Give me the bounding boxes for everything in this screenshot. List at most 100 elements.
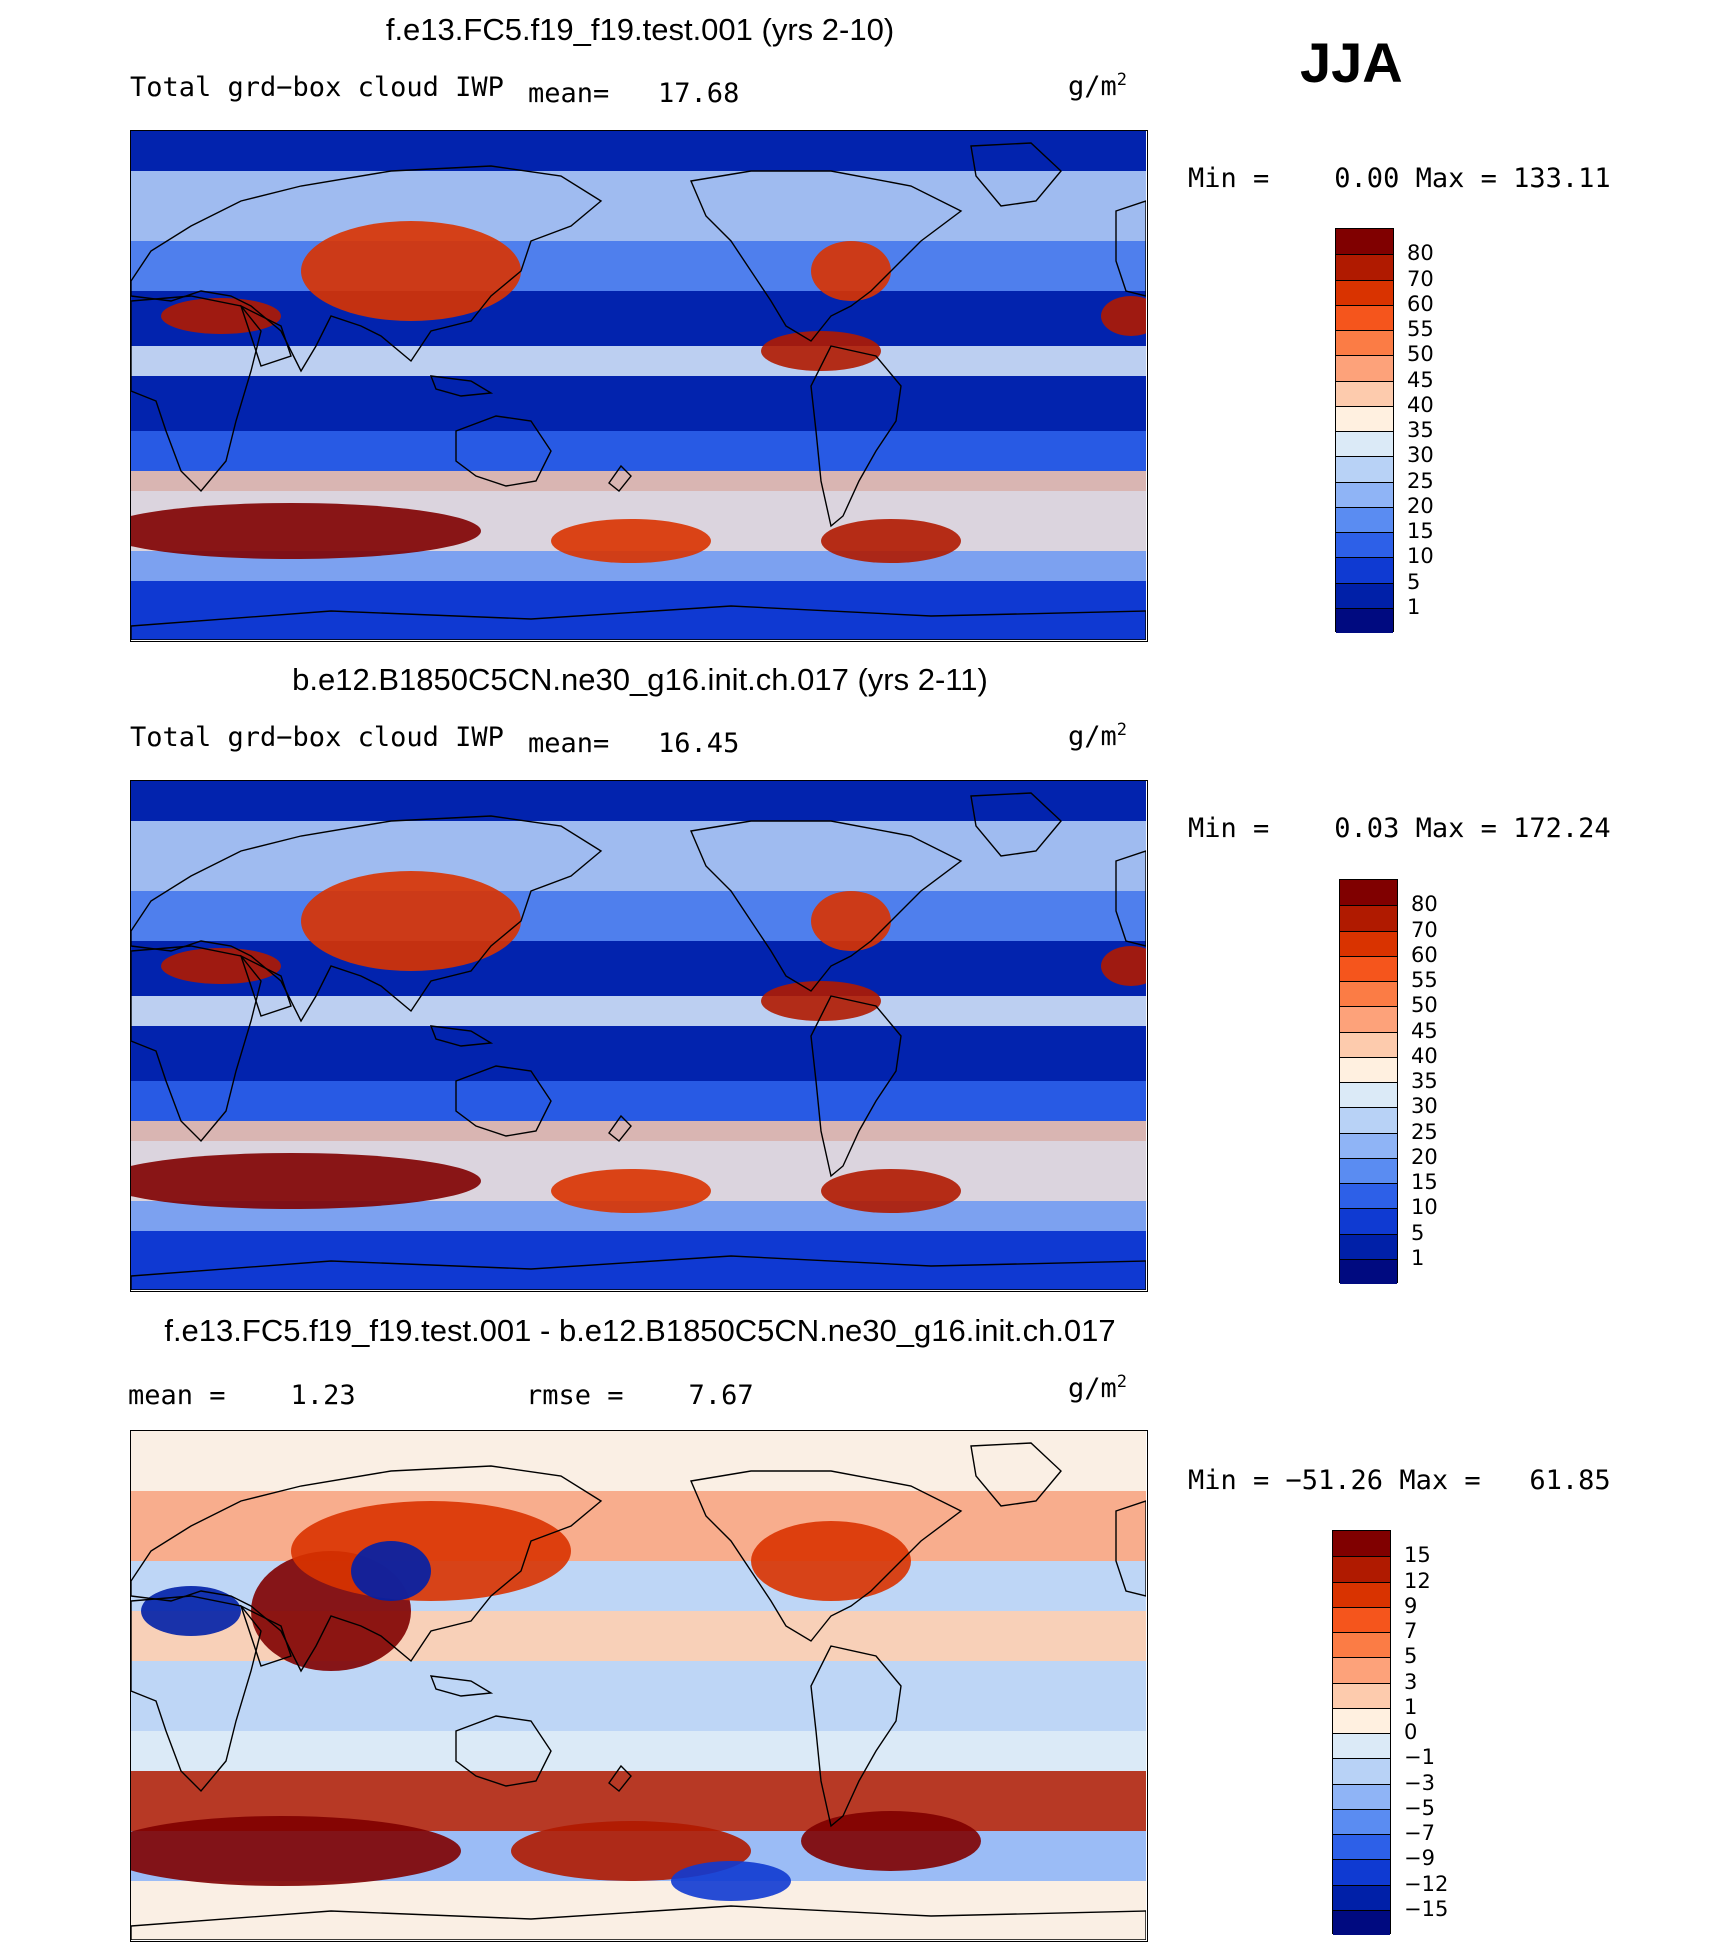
colorbar-segment (1336, 607, 1393, 633)
colorbar-tick-label: 20 (1411, 1144, 1438, 1169)
field-feature (551, 1169, 711, 1213)
panel-1-units-exponent: 2 (1116, 70, 1128, 90)
field-band (131, 891, 1146, 941)
colorbar-segment (1336, 380, 1393, 406)
season-label: JJA (1300, 31, 1403, 94)
colorbar-segment (1340, 1056, 1397, 1082)
panel-2-units-exponent: 2 (1116, 720, 1128, 740)
colorbar-tick-label: 3 (1404, 1669, 1418, 1694)
field-band (131, 1431, 1146, 1491)
field-band (131, 376, 1146, 431)
field-band (131, 291, 1146, 346)
coastline (131, 1255, 1146, 1290)
colorbar-segment (1340, 930, 1397, 956)
colorbar-segment (1333, 1733, 1390, 1759)
panel-1-map (130, 130, 1148, 642)
field-feature (131, 503, 481, 559)
coastline (239, 954, 292, 1017)
colorbar-tick-label: 10 (1407, 544, 1434, 569)
coastline (131, 1465, 603, 1673)
panel-1-title: f.e13.FC5.f19_f19.test.001 (yrs 2-10) (385, 12, 895, 47)
colorbar-segment (1333, 1758, 1390, 1784)
field-band (131, 1121, 1146, 1141)
field-band (131, 781, 1146, 821)
field-feature (351, 1541, 431, 1601)
colorbar-tick-label: 35 (1411, 1069, 1438, 1093)
field-feature (821, 519, 961, 563)
colorbar-segment (1333, 1909, 1390, 1935)
colorbar-segment (1336, 506, 1393, 532)
panel-2-colorbar (1339, 879, 1398, 1284)
colorbar-segment (1336, 456, 1393, 482)
coastline (455, 1715, 552, 1787)
field-feature (821, 1169, 961, 1213)
colorbar-segment (1340, 1132, 1397, 1158)
coastline (810, 345, 902, 528)
colorbar-tick-label: 25 (1411, 1119, 1438, 1144)
field-feature (511, 1821, 751, 1881)
colorbar-segment (1333, 1682, 1390, 1708)
coastline (131, 1905, 1146, 1940)
field-feature (161, 298, 281, 334)
coastline (690, 170, 963, 342)
field-band (131, 1731, 1146, 1771)
colorbar-segment (1333, 1632, 1390, 1658)
field-feature (131, 1153, 481, 1209)
field-feature (811, 891, 891, 951)
colorbar-tick-label: 25 (1407, 468, 1434, 493)
coastline (690, 1470, 963, 1642)
colorbar-tick-label: 0 (1404, 1720, 1418, 1744)
field-feature (301, 871, 521, 971)
colorbar-tick-label: 15 (1407, 519, 1434, 543)
coastline (608, 464, 632, 492)
colorbar-segment (1333, 1707, 1390, 1733)
panel-3-minmax: Min = −51.26 Max = 61.85 (1188, 1465, 1611, 1496)
panel-3-units-text: g/m (1068, 1373, 1117, 1404)
colorbar-tick-label: 5 (1404, 1644, 1418, 1669)
colorbar-segment (1333, 1783, 1390, 1809)
coastline (1115, 850, 1146, 947)
colorbar-segment (1336, 557, 1393, 583)
colorbar-tick-label: 35 (1407, 418, 1434, 442)
colorbar-tick-label: 15 (1404, 1543, 1431, 1568)
colorbar-segment (1336, 330, 1393, 356)
coastline (1115, 1500, 1146, 1597)
panel-3-rmse: rmse = 7.67 (526, 1380, 754, 1411)
coastline (429, 1675, 494, 1697)
colorbar-tick-label: 9 (1404, 1593, 1418, 1618)
coastline (608, 1114, 632, 1142)
coastline (131, 815, 603, 1023)
colorbar-tick-label: 45 (1407, 367, 1434, 392)
field-band (131, 131, 1146, 171)
coastline (429, 375, 494, 397)
panel-1-units: g/m2 (1068, 70, 1127, 102)
colorbar-tick-label: −15 (1404, 1896, 1449, 1921)
panel-2-map (130, 780, 1148, 1292)
colorbar-segment (1336, 279, 1393, 305)
panel-2-title: b.e12.B1850C5CN.ne30_g16.init.ch.017 (yr… (292, 662, 988, 697)
coastline (429, 1025, 494, 1047)
panel-1-mean: mean= 17.68 (528, 78, 740, 109)
field-band (131, 941, 1146, 996)
colorbar-tick-label: 30 (1411, 1094, 1438, 1119)
field-band (131, 241, 1146, 291)
colorbar-tick-label: 7 (1404, 1619, 1418, 1643)
colorbar-tick-label: 10 (1411, 1195, 1438, 1220)
colorbar-segment (1340, 1233, 1397, 1259)
field-band (131, 1881, 1146, 1940)
panel-3-mean: mean = 1.23 (128, 1380, 356, 1411)
field-band (131, 1661, 1146, 1731)
panel-2-map-svg (131, 781, 1146, 1290)
colorbar-tick-label: 5 (1407, 569, 1421, 594)
colorbar-tick-label: 40 (1411, 1043, 1438, 1068)
colorbar-segment (1340, 1157, 1397, 1183)
colorbar-tick-label: 1 (1404, 1694, 1418, 1719)
colorbar-tick-label: 15 (1411, 1170, 1438, 1194)
colorbar-tick-label: −12 (1404, 1871, 1449, 1896)
panel-2-units-text: g/m (1068, 721, 1117, 752)
colorbar-tick-label: 40 (1407, 392, 1434, 417)
coastline (810, 995, 902, 1178)
colorbar-segment (1333, 1657, 1390, 1683)
coastline (131, 605, 1146, 640)
field-feature (1101, 296, 1146, 336)
